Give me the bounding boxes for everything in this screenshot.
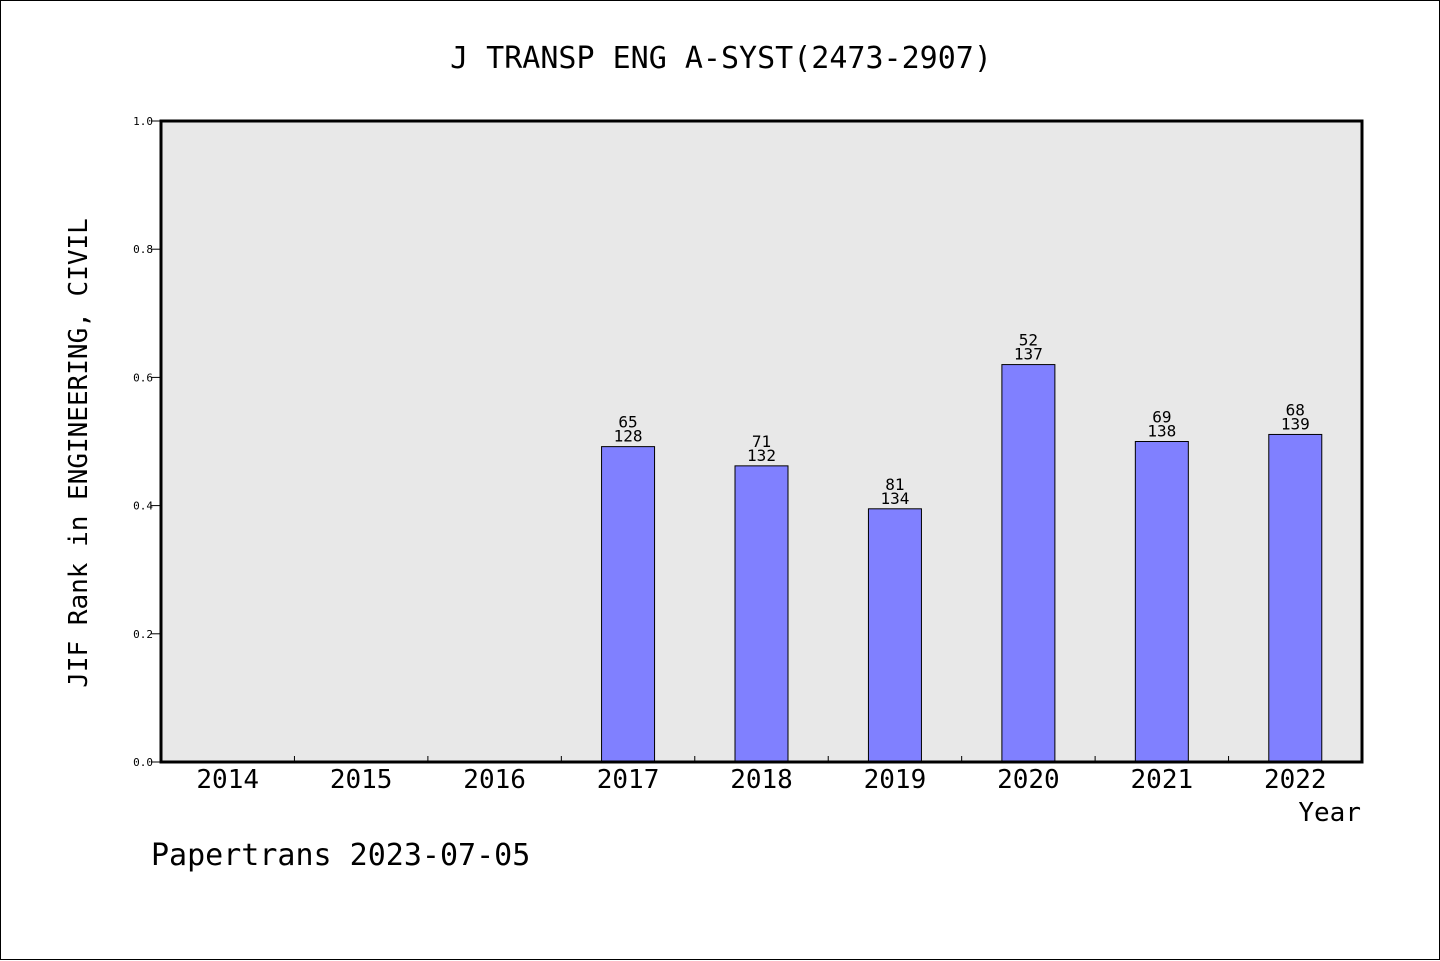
x-tick-label: 2015: [330, 765, 393, 795]
bar-total-label: 128: [614, 427, 643, 446]
bar-rank-label: 69: [1152, 408, 1171, 427]
chart-title: J TRANSP ENG A-SYST(2473-2907): [450, 41, 992, 76]
x-tick-label: 2021: [1131, 765, 1194, 795]
bar-total-label: 139: [1281, 414, 1310, 433]
x-tick-label: 2022: [1264, 765, 1327, 795]
bar-total-label: 137: [1014, 345, 1043, 364]
bar-rank-label: 52: [1019, 331, 1038, 350]
plot-border: [159, 119, 1364, 764]
x-tick-label: 2019: [864, 765, 927, 795]
y-tick-label: 0.8: [133, 243, 153, 256]
footer-credit: Papertrans 2023-07-05: [151, 838, 530, 873]
bar-rank-label: 81: [885, 475, 904, 494]
bar-rank-label: 68: [1286, 400, 1305, 419]
bar-2021: [1134, 441, 1189, 763]
x-tick-label: 2017: [597, 765, 660, 795]
y-axis-label: JIF Rank in ENGINEERING, CIVIL: [64, 218, 94, 688]
bar-2022: [1268, 433, 1323, 763]
bar-rank-label: 65: [618, 413, 637, 432]
y-tick-label: 1.0: [133, 115, 153, 128]
y-tick-label: 0.6: [133, 371, 153, 384]
bar-2018: [734, 465, 789, 763]
x-tick-label: 2014: [196, 765, 259, 795]
bar-rank-label: 71: [752, 432, 771, 451]
bar-2019: [867, 508, 922, 763]
bar-2020: [1001, 364, 1056, 763]
y-tick-label: 0.2: [133, 628, 153, 641]
x-tick-label: 2016: [463, 765, 526, 795]
y-tick-label: 0.4: [133, 500, 153, 513]
bar-total-label: 134: [880, 489, 909, 508]
bar-total-label: 132: [747, 446, 776, 465]
x-axis-label: Year: [1298, 798, 1361, 828]
bar-2017: [601, 446, 656, 763]
bar-total-label: 138: [1147, 422, 1176, 441]
x-tick-label: 2018: [730, 765, 793, 795]
y-tick-label: 0.0: [133, 756, 153, 769]
x-tick-label: 2020: [997, 765, 1060, 795]
